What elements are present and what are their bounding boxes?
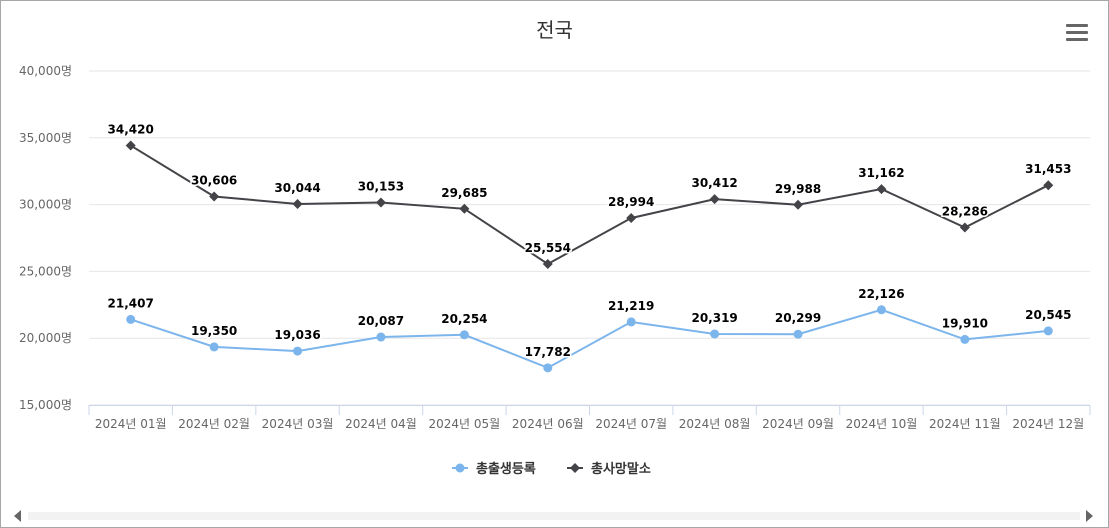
x-tick-label: 2024년 08월 <box>679 417 751 431</box>
x-tick-label: 2024년 09월 <box>762 417 834 431</box>
legend-marker <box>570 463 580 473</box>
data-label: 28,994 <box>608 195 654 209</box>
data-label: 30,606 <box>191 174 237 188</box>
x-tick-label: 2024년 10월 <box>846 417 918 431</box>
data-point <box>459 330 469 340</box>
data-label: 20,319 <box>691 311 737 325</box>
y-tick-label: 25,000명 <box>19 264 72 278</box>
data-point <box>292 199 303 210</box>
chart-title: 전국 <box>536 18 573 42</box>
hamburger-menu-icon[interactable] <box>1066 24 1088 42</box>
data-point <box>459 203 470 214</box>
data-label: 20,545 <box>1025 308 1071 322</box>
x-tick-label: 2024년 02월 <box>178 417 250 431</box>
data-label: 20,299 <box>775 311 821 325</box>
y-tick-label: 15,000명 <box>19 398 72 412</box>
data-point <box>293 346 303 356</box>
y-tick-label: 30,000명 <box>19 198 72 212</box>
data-label: 28,286 <box>942 204 988 218</box>
data-point <box>959 222 970 233</box>
data-label: 22,126 <box>858 287 904 301</box>
series-line-1 <box>130 308 1049 369</box>
data-point <box>876 184 887 195</box>
data-point <box>793 199 804 210</box>
x-tick-label: 2024년 12월 <box>1012 417 1084 431</box>
scroll-track[interactable] <box>28 512 1080 520</box>
y-tick-label: 20,000명 <box>19 331 72 345</box>
x-tick-label: 2024년 03월 <box>262 417 334 431</box>
data-label: 19,910 <box>942 316 988 330</box>
data-point <box>1043 180 1054 191</box>
x-tick-label: 2024년 07월 <box>595 417 667 431</box>
data-point <box>125 140 136 151</box>
x-tick-label: 2024년 11월 <box>929 417 1001 431</box>
data-label: 21,407 <box>108 296 154 310</box>
data-point <box>375 197 386 208</box>
x-tick-label: 2024년 06월 <box>512 417 584 431</box>
data-label: 29,685 <box>441 186 487 200</box>
data-label: 20,254 <box>441 312 487 326</box>
legend-item-label: 총출생등록 <box>476 461 536 477</box>
y-tick-label: 40,000명 <box>19 64 72 78</box>
data-label: 21,219 <box>608 299 654 313</box>
x-tick-label: 2024년 05월 <box>429 417 501 431</box>
data-label: 31,453 <box>1025 162 1071 176</box>
data-label: 20,087 <box>358 314 404 328</box>
data-label: 25,554 <box>525 241 571 255</box>
x-tick-label: 2024년 01월 <box>95 417 167 431</box>
data-point <box>1043 326 1053 336</box>
data-label: 19,036 <box>274 328 320 342</box>
data-label: 34,420 <box>108 123 154 137</box>
data-point <box>209 342 219 352</box>
data-point <box>126 314 136 324</box>
scroll-left-arrow-icon[interactable] <box>14 510 21 522</box>
legend-item-label: 총사망말소 <box>591 461 651 477</box>
data-point <box>709 194 720 205</box>
data-point <box>793 329 803 339</box>
scroll-right-arrow-icon[interactable] <box>1086 510 1093 522</box>
data-point <box>626 213 637 224</box>
data-point <box>542 258 553 269</box>
data-point <box>209 191 220 202</box>
data-label: 19,350 <box>191 324 237 338</box>
data-point <box>876 305 886 315</box>
data-label: 30,153 <box>358 180 404 194</box>
data-point <box>960 334 970 344</box>
data-label: 29,988 <box>775 182 821 196</box>
data-point <box>710 329 720 339</box>
data-point <box>376 332 386 342</box>
data-point <box>626 317 636 327</box>
data-label: 17,782 <box>525 345 571 359</box>
data-label: 30,412 <box>691 176 737 190</box>
legend-marker <box>455 463 465 473</box>
x-tick-label: 2024년 04월 <box>345 417 417 431</box>
data-label: 30,044 <box>274 181 320 195</box>
series-line-2 <box>130 144 1049 266</box>
data-label: 31,162 <box>858 166 904 180</box>
data-point <box>543 363 553 373</box>
horizontal-scrollbar[interactable] <box>6 508 1102 524</box>
y-tick-label: 35,000명 <box>19 131 72 145</box>
